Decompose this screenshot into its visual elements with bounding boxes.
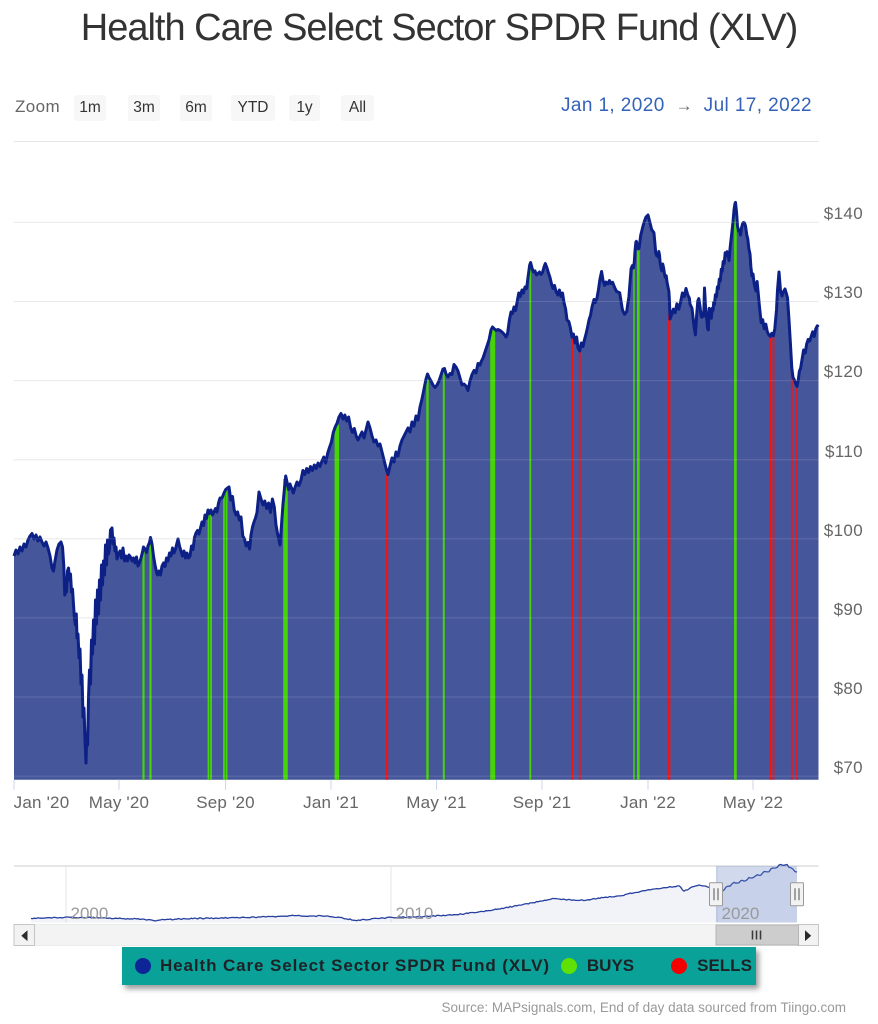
- svg-text:2020: 2020: [722, 904, 760, 923]
- svg-text:2010: 2010: [396, 904, 434, 923]
- svg-text:2000: 2000: [71, 904, 109, 923]
